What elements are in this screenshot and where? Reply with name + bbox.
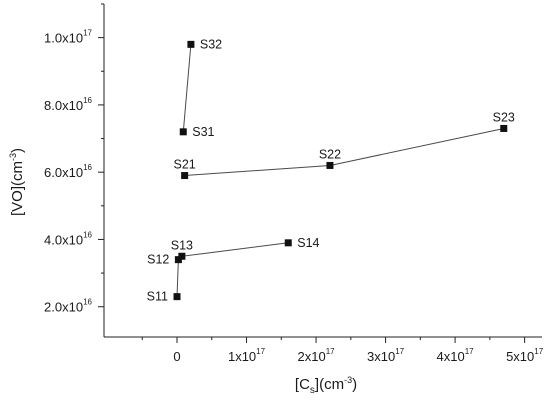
- x-tick-label: 2x1017: [297, 347, 335, 364]
- y-axis-ticks: 2.0x1016 4.0x1016 6.0x1016 8.0x1016 1.0x1017: [44, 3, 104, 315]
- data-point-label: S13: [171, 238, 193, 252]
- data-point-label: S21: [174, 158, 196, 172]
- x-tick-label: 4x1017: [437, 347, 475, 364]
- series-line: [182, 44, 192, 132]
- data-point-label: S12: [147, 253, 169, 267]
- series-line: [184, 128, 504, 176]
- y-tick-label: 6.0x1016: [44, 163, 92, 180]
- data-point-marker: [284, 239, 292, 247]
- y-tick-label: 2.0x1016: [44, 298, 92, 315]
- data-point-marker: [179, 128, 187, 136]
- data-point-label: S22: [319, 147, 341, 161]
- y-tick-label: 4.0x1016: [44, 230, 92, 247]
- x-tick-label: 5x1017: [506, 347, 544, 364]
- data-point-marker: [173, 293, 181, 301]
- data-point-label: S11: [147, 290, 168, 304]
- plot-axes: [103, 4, 542, 338]
- y-tick-label: 1.0x1017: [44, 29, 92, 46]
- data-series: [173, 40, 508, 301]
- data-point-label: S14: [297, 236, 319, 250]
- data-point-marker: [187, 40, 195, 48]
- x-axis-title: [Cs](cm-3): [295, 375, 357, 396]
- x-axis-ticks: 0 1x1017 2x1017 3x1017 4x1017 5x1017: [141, 337, 544, 364]
- data-point-marker: [326, 161, 334, 169]
- data-point-marker: [500, 124, 508, 132]
- y-tick-label: 8.0x1016: [44, 96, 92, 113]
- data-point-marker: [181, 172, 189, 180]
- series-line: [176, 242, 289, 297]
- x-tick-label: 3x1017: [367, 347, 405, 364]
- y-axis-title: [VO](cm-3): [8, 148, 26, 216]
- data-point-label: S23: [493, 110, 515, 124]
- x-tick-label: 0: [173, 349, 180, 364]
- data-point-label: S31: [192, 125, 214, 139]
- x-tick-label: 1x1017: [228, 347, 266, 364]
- data-point-label: S32: [200, 37, 222, 51]
- data-point-marker: [178, 252, 186, 260]
